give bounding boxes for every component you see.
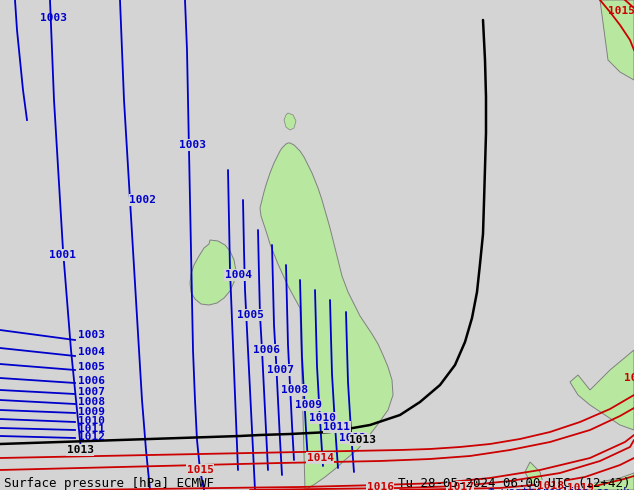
Text: 1015: 1015: [608, 6, 634, 16]
Polygon shape: [260, 143, 393, 490]
Text: © weatheronline.co.uk: © weatheronline.co.uk: [488, 487, 630, 490]
Text: 1004: 1004: [224, 270, 252, 280]
Text: 1003: 1003: [179, 140, 205, 150]
Text: 1019: 1019: [567, 483, 593, 490]
Text: 1002: 1002: [129, 195, 157, 205]
Text: 1013: 1013: [67, 445, 93, 455]
Text: 1003: 1003: [78, 330, 105, 340]
Text: 1020: 1020: [624, 373, 634, 383]
Text: 1009: 1009: [78, 407, 105, 416]
Text: 1007: 1007: [266, 365, 294, 375]
Text: 1014: 1014: [306, 453, 333, 463]
Text: 1001: 1001: [48, 250, 75, 260]
Text: 1010: 1010: [309, 413, 337, 423]
Polygon shape: [600, 0, 634, 80]
Text: 1007: 1007: [78, 387, 105, 397]
Text: 1008: 1008: [280, 385, 307, 395]
Text: 1006: 1006: [254, 345, 280, 355]
Text: 1004: 1004: [78, 347, 105, 357]
Text: 1005: 1005: [238, 310, 264, 320]
Text: 1009: 1009: [295, 400, 321, 410]
Polygon shape: [570, 350, 634, 430]
Text: 1017: 1017: [446, 482, 474, 490]
Text: 1010: 1010: [78, 416, 105, 425]
Polygon shape: [190, 240, 236, 305]
Polygon shape: [525, 462, 634, 490]
Text: 1011: 1011: [323, 422, 351, 432]
Text: 1016: 1016: [366, 482, 394, 490]
Text: 1005: 1005: [78, 362, 105, 372]
Text: 1012: 1012: [339, 433, 366, 443]
Text: 1011: 1011: [78, 424, 105, 434]
Text: Surface pressure [hPa] ECMWF: Surface pressure [hPa] ECMWF: [4, 477, 214, 490]
Text: 1013: 1013: [349, 435, 377, 445]
Text: 1003: 1003: [40, 13, 67, 23]
Polygon shape: [284, 113, 296, 130]
Text: 1015: 1015: [186, 465, 214, 475]
Text: 1012: 1012: [78, 432, 105, 442]
Text: 1008: 1008: [78, 397, 105, 407]
Text: 1018: 1018: [536, 481, 564, 490]
Text: Tu 28-05-2024 06:00 UTC (12+42): Tu 28-05-2024 06:00 UTC (12+42): [398, 477, 630, 490]
Text: 1006: 1006: [78, 375, 105, 386]
